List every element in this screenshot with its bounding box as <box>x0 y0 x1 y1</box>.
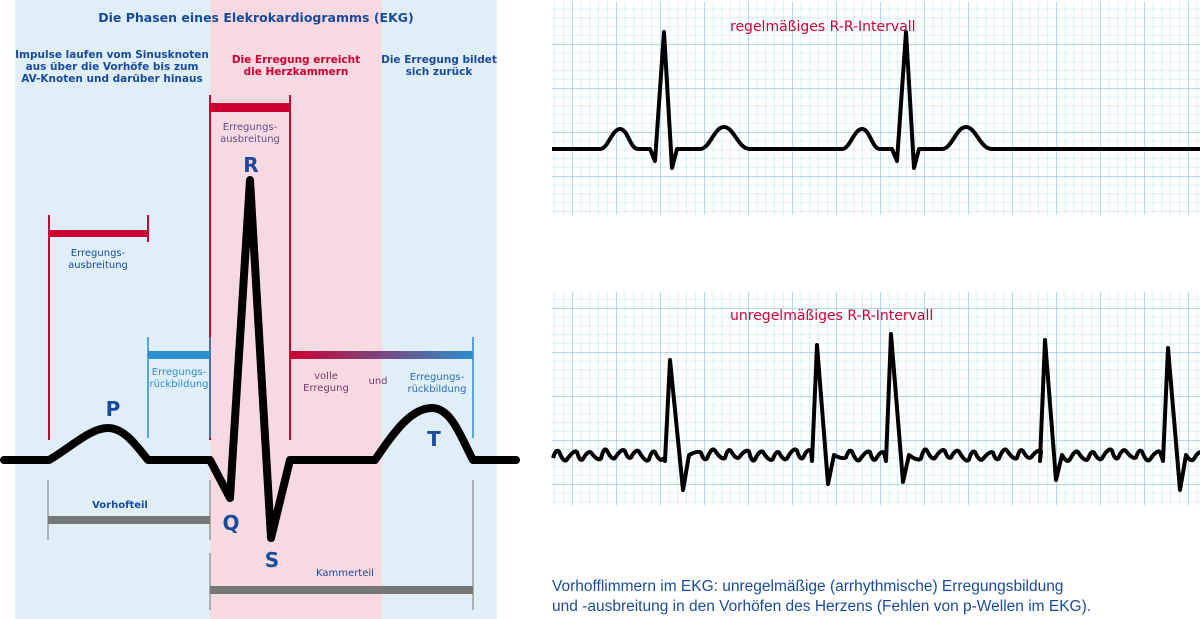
p-bracket <box>48 215 149 440</box>
wave-t-label: T <box>427 427 441 451</box>
wave-s-label: S <box>265 548 279 572</box>
ventricular-part-label: Kammerteil <box>316 568 374 579</box>
phase-1-line-1: Impulse laufen vom Sinusknoten <box>15 49 209 61</box>
st-label-and: und <box>368 376 387 387</box>
regular-ekg-trace <box>552 30 1200 170</box>
st-label-1a: volle <box>314 371 338 382</box>
phase-3-line-1: Die Erregung bildet <box>381 54 497 66</box>
wave-q-label: Q <box>222 511 239 535</box>
phase-2-line-2: die Herzkammern <box>244 66 349 78</box>
irregular-ekg-grid <box>552 292 1200 505</box>
p-label-2: ausbreitung <box>68 260 128 271</box>
regular-title: regelmäßiges R-R-Intervall <box>730 19 916 35</box>
p-return-bracket <box>147 337 211 438</box>
qrs-label-1: Erregungs- <box>223 122 278 133</box>
phase-1-line-2: aus über die Vorhöfe bis zum <box>26 61 199 73</box>
atrial-part-label: Vorhofteil <box>92 500 148 511</box>
st-label-2a: Erregungs- <box>410 372 465 383</box>
atrial-part-bracket <box>47 480 211 540</box>
phase-1-line-3: AV-Knoten und darüber hinaus <box>21 73 202 85</box>
ekg-trace <box>0 176 520 542</box>
phase-2-line-1: Die Erregung erreicht <box>232 54 360 66</box>
irregular-ekg-trace <box>551 332 1200 492</box>
irregular-title: unregelmäßiges R-R-Intervall <box>730 308 933 324</box>
diagram-title: Die Phasen eines Elekrokardiogramms (EKG… <box>98 10 414 25</box>
p-label-1: Erregungs- <box>71 248 126 259</box>
caption-line-2: und -ausbreitung in den Vorhöfen des Her… <box>552 598 1092 615</box>
qrs-label-2: ausbreitung <box>220 134 280 145</box>
ventricular-part-bracket <box>209 480 474 610</box>
phase-3-line-2: sich zurück <box>406 66 474 78</box>
st-label-1b: Erregung <box>303 383 349 394</box>
caption-line-1: Vorhofflimmern im EKG: unregelmäßige (ar… <box>552 578 1064 595</box>
p-return-label-2: rückbildung <box>149 379 208 390</box>
st-bracket <box>290 337 474 438</box>
wave-r-label: R <box>243 153 258 177</box>
st-label-2b: rückbildung <box>407 384 466 395</box>
p-return-label-1: Erregungs- <box>152 367 207 378</box>
wave-p-label: P <box>106 397 121 421</box>
